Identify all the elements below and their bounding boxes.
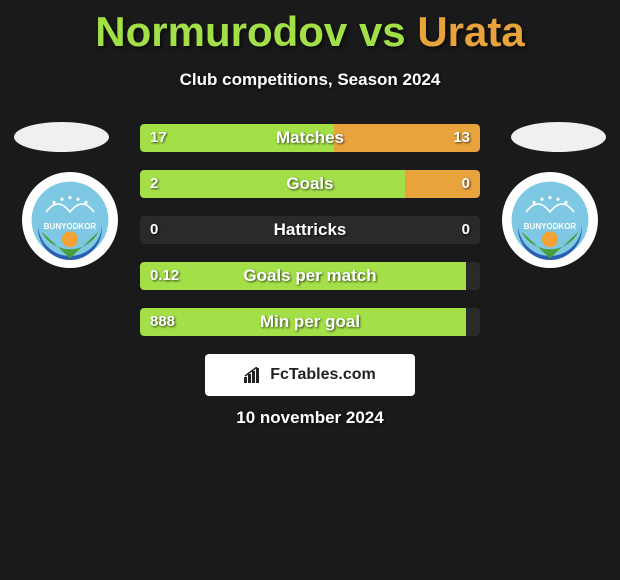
player1-club-badge: BUNYODKOR (22, 172, 118, 268)
stat-label: Goals per match (140, 262, 480, 290)
subtitle: Club competitions, Season 2024 (0, 70, 620, 90)
page-title: Normurodov vs Urata (0, 0, 620, 56)
attribution-badge: FcTables.com (205, 354, 415, 396)
stat-row: 20Goals (140, 170, 480, 198)
chart-icon (244, 367, 264, 383)
stat-label: Goals (140, 170, 480, 198)
date-text: 10 november 2024 (0, 408, 620, 428)
stat-row: 00Hattricks (140, 216, 480, 244)
player2-club-badge: BUNYODKOR (502, 172, 598, 268)
stat-row: 1713Matches (140, 124, 480, 152)
player1-avatar-placeholder (14, 122, 109, 152)
stats-container: 1713Matches 20Goals 00Hattricks 0.12Goals p… (140, 124, 480, 354)
player2-avatar-placeholder (511, 122, 606, 152)
stat-label: Hattricks (140, 216, 480, 244)
attribution-text: FcTables.com (270, 366, 376, 384)
stat-label: Min per goal (140, 308, 480, 336)
player1-name: Normurodov (95, 8, 347, 55)
stat-row: 0.12Goals per match (140, 262, 480, 290)
stat-label: Matches (140, 124, 480, 152)
stat-row: 888Min per goal (140, 308, 480, 336)
vs-word: vs (359, 8, 406, 55)
svg-text:BUNYODKOR: BUNYODKOR (524, 222, 577, 231)
svg-text:BUNYODKOR: BUNYODKOR (44, 222, 97, 231)
player2-name: Urata (417, 8, 524, 55)
